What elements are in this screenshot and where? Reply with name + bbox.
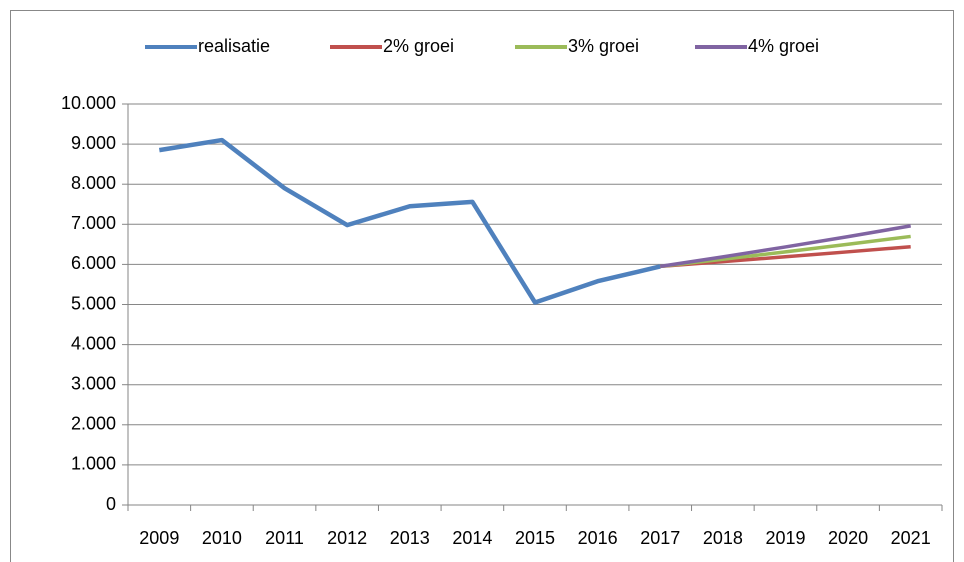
y-tick-label: 1.000 <box>71 454 116 474</box>
x-tick-label: 2013 <box>390 528 430 548</box>
x-tick-label: 2010 <box>202 528 242 548</box>
y-tick-label: 4.000 <box>71 333 116 353</box>
x-tick-label: 2016 <box>578 528 618 548</box>
y-tick-label: 9.000 <box>71 133 116 153</box>
legend-label: 3% groei <box>568 36 639 56</box>
y-tick-label: 8.000 <box>71 173 116 193</box>
series-line <box>158 137 661 305</box>
series-line <box>659 224 911 269</box>
y-tick-label: 10.000 <box>61 93 116 113</box>
x-tick-label: 2020 <box>828 528 868 548</box>
y-tick-label: 7.000 <box>71 213 116 233</box>
legend-label: 2% groei <box>383 36 454 56</box>
chart-border <box>10 10 954 562</box>
x-tick-label: 2021 <box>891 528 931 548</box>
x-tick-label: 2009 <box>139 528 179 548</box>
legend-label: 4% groei <box>748 36 819 56</box>
x-tick-label: 2018 <box>703 528 743 548</box>
x-tick-label: 2017 <box>640 528 680 548</box>
y-tick-label: 6.000 <box>71 253 116 273</box>
y-tick-label: 3.000 <box>71 373 116 393</box>
legend-label: realisatie <box>198 36 270 56</box>
y-tick-label: 2.000 <box>71 414 116 434</box>
x-tick-label: 2019 <box>765 528 805 548</box>
x-tick-label: 2015 <box>515 528 555 548</box>
x-tick-label: 2014 <box>452 528 492 548</box>
y-tick-label: 5.000 <box>71 293 116 313</box>
x-tick-label: 2011 <box>265 528 304 548</box>
x-tick-label: 2012 <box>327 528 367 548</box>
y-tick-label: 0 <box>106 494 116 514</box>
